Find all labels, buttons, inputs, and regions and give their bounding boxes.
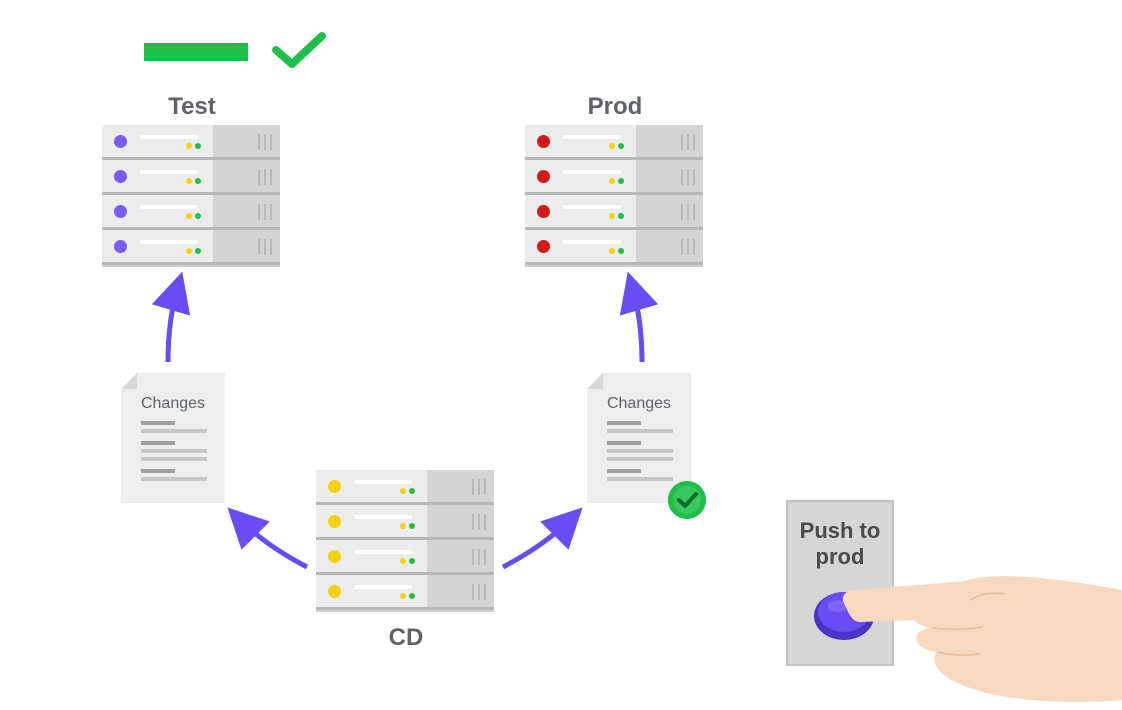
status-led [114,240,127,253]
checkmark-circle-icon [668,481,706,519]
prod-server-rack [525,125,703,267]
server-unit [525,125,703,160]
status-led [328,550,341,563]
server-unit [102,230,280,265]
server-unit [102,195,280,230]
arrow-cd-to-right-doc [501,507,583,570]
checkmark-icon [272,32,326,68]
push-to-prod-line2: prod [815,544,865,569]
server-unit [316,470,494,505]
pointing-hand-icon [842,576,1122,702]
server-unit [316,505,494,540]
status-led [114,205,127,218]
status-led [114,135,127,148]
progress-bar [144,43,248,61]
status-led [537,135,550,148]
server-unit [525,195,703,230]
arrow-to-test [151,271,191,363]
document-icon [121,373,225,503]
push-to-prod-line1: Push to [799,518,881,543]
document-icon [587,373,691,503]
status-led [537,240,550,253]
cd-label: CD [388,624,424,651]
arrow-to-prod [619,271,659,363]
changes-document-right: Changes [587,373,691,503]
arrow-cd-to-left-doc [227,507,309,570]
server-unit [316,540,494,575]
server-unit [525,160,703,195]
server-unit [316,575,494,610]
push-to-prod-label: Push to prod [786,518,894,570]
server-unit [102,125,280,160]
server-unit [525,230,703,265]
status-led [537,170,550,183]
server-unit [102,160,280,195]
status-led [537,205,550,218]
changes-document-left: Changes [121,373,225,503]
prod-label: Prod [587,93,643,120]
document-title: Changes [140,395,206,412]
status-led [328,515,341,528]
status-led [328,480,341,493]
status-led [114,170,127,183]
document-title: Changes [606,395,672,412]
cd-server-rack [316,470,494,612]
test-label: Test [168,93,216,120]
status-led [328,585,341,598]
test-server-rack [102,125,280,267]
